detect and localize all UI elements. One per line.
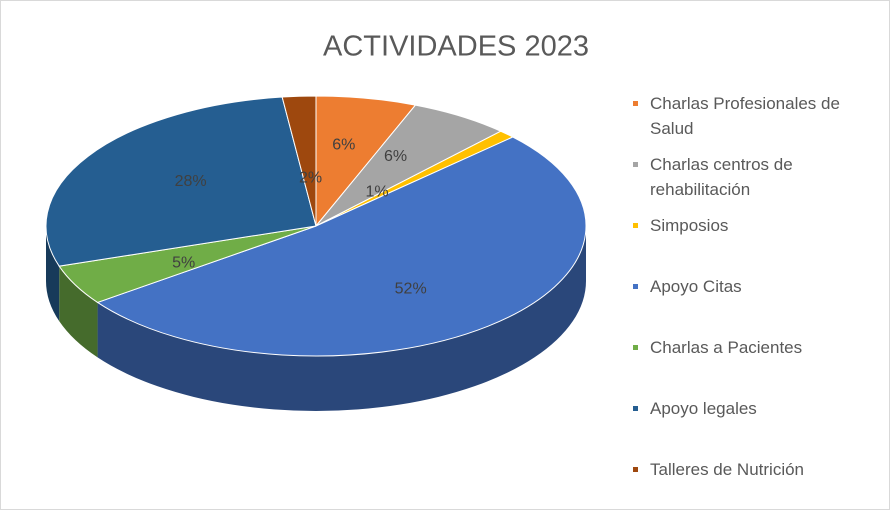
legend-label: Charlas Profesionales de Salud [650,94,840,138]
legend-swatch [633,345,638,350]
legend-label: Talleres de Nutrición [650,460,805,479]
data-label: 5% [172,255,195,272]
legend-label: Charlas a Pacientes [650,338,803,357]
legend-item: Apoyo Citas [633,274,883,299]
legend-swatch [633,284,638,289]
data-label: 1% [366,183,389,200]
slice-side [46,226,60,322]
legend-item: Charlas a Pacientes [633,335,883,360]
slice [281,95,317,227]
data-label: 52% [395,281,427,298]
legend-label: Simposios [650,216,729,235]
legend-item: Charlas centros de rehabilitación [633,152,883,202]
legend-item: Talleres de Nutrición [633,457,883,482]
slice [96,136,587,357]
slice-side [59,266,98,358]
legend-swatch [633,101,638,106]
data-label: 6% [384,148,407,165]
data-label: 2% [299,169,322,186]
legend-item: Charlas Profesionales de Salud [633,91,883,141]
chart-title: ACTIVIDADES 2023 [323,31,589,63]
legend-label: Apoyo Citas [650,277,742,296]
legend-swatch [633,162,638,167]
legend-label: Apoyo legales [650,399,757,418]
legend-item: Simposios [633,213,883,238]
slice [45,96,317,267]
legend-item: Apoyo legales [633,396,883,421]
data-label: 6% [332,136,355,153]
data-label: 28% [175,173,207,190]
legend-swatch [633,467,638,472]
slice-side [97,226,586,411]
legend-swatch [633,406,638,411]
legend-label: Charlas centros de rehabilitación [650,155,793,199]
legend-swatch [633,223,638,228]
